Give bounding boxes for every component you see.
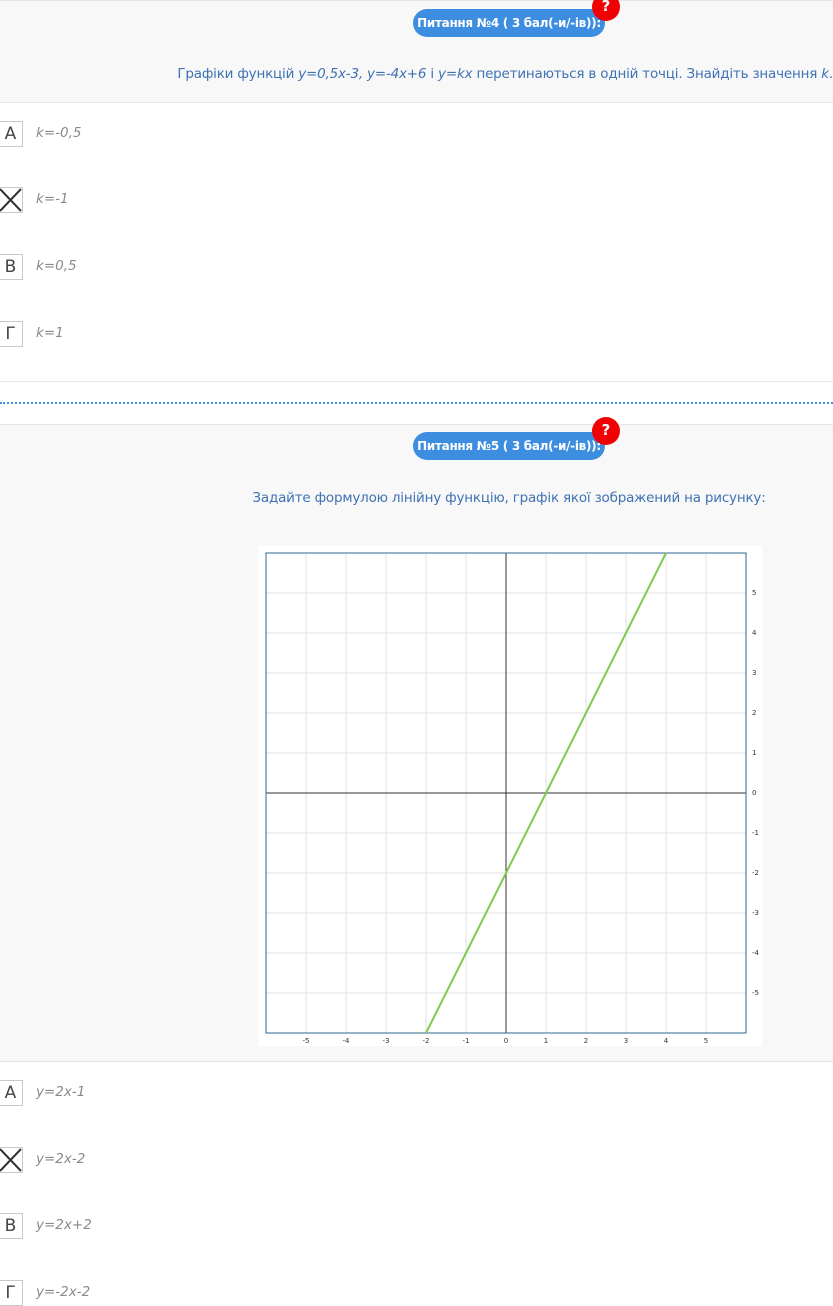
y-tick-label: -2: [752, 869, 759, 877]
x-tick-label: -2: [423, 1037, 430, 1045]
option[interactable]: y=2x-2: [0, 1147, 300, 1173]
y-tick-label: -1: [752, 829, 759, 837]
x-tick-label: -4: [343, 1037, 351, 1045]
y-tick-label: 3: [752, 669, 756, 677]
option-letter[interactable]: Г: [0, 1280, 23, 1306]
question-header: Питання №4 ( 3 бал(-и/-ів)): ? Графіки ф…: [0, 0, 833, 103]
y-tick-label: 4: [752, 629, 757, 637]
graph: -5 -4 -3 -2 -1 0 1 2 3 4 5 -5 -4 -3 -2 -1 0 1 2 3 4 5: [265, 552, 760, 1045]
option-text: y=2x-1: [36, 1084, 86, 1100]
y-tick-label: -5: [752, 989, 759, 997]
option-text: k=-0,5: [36, 125, 82, 141]
option-text: y=-2x-2: [36, 1284, 91, 1300]
checkbox-selected[interactable]: [0, 1147, 23, 1173]
y-tick-label: -3: [752, 909, 759, 917]
x-tick-label: -1: [463, 1037, 470, 1045]
y-tick-label: 0: [752, 789, 756, 797]
option-text: k=0,5: [36, 258, 77, 274]
question-badge: Питання №5 ( 3 бал(-и/-ів)):: [413, 432, 605, 460]
option-letter[interactable]: В: [0, 254, 23, 280]
option-letter[interactable]: В: [0, 1213, 23, 1239]
option-text: k=1: [36, 325, 64, 341]
text: Графіки функцій: [177, 66, 299, 82]
x-tick-label: 0: [504, 1037, 508, 1045]
cross-icon: [0, 188, 22, 212]
cross-icon: [0, 1148, 22, 1172]
graph-figure: -5 -4 -3 -2 -1 0 1 2 3 4 5 -5 -4 -3 -2 -1 0 1 2 3 4 5: [258, 546, 762, 1046]
x-tick-label: 1: [544, 1037, 548, 1045]
x-tick-label: 4: [664, 1037, 669, 1045]
text: перетинаються в одній точці. Знайдіть зн…: [472, 66, 822, 82]
separator: [0, 381, 833, 382]
question-text: Графіки функцій y=0,5x-3, y=-4x+6 і y=kx…: [177, 66, 833, 82]
option-text: y=2x+2: [36, 1217, 92, 1233]
text: і: [426, 66, 439, 82]
plot-border: [265, 552, 747, 1034]
function-line: [425, 552, 667, 1034]
question-text: Задайте формулою лінійну функцію, графік…: [0, 490, 833, 506]
y-tick-label: -4: [752, 949, 760, 957]
option-letter[interactable]: А: [0, 1080, 23, 1106]
option-letter[interactable]: Г: [0, 321, 23, 347]
help-button[interactable]: ?: [592, 0, 620, 21]
option-letter[interactable]: А: [0, 121, 23, 147]
divider: [0, 402, 833, 404]
x-tick-label: 2: [584, 1037, 588, 1045]
formula: y=0,5x-3, y=-4x+6: [298, 66, 427, 82]
x-tick-label: -3: [383, 1037, 390, 1045]
formula: k: [821, 66, 829, 82]
question-badge: Питання №4 ( 3 бал(-и/-ів)):: [413, 9, 605, 37]
help-button[interactable]: ?: [592, 417, 620, 445]
x-tick-label: 5: [704, 1037, 708, 1045]
option-text: k=-1: [36, 191, 69, 207]
text: .: [828, 66, 833, 82]
x-tick-label: 3: [624, 1037, 628, 1045]
text: Задайте формулою лінійну функцію, графік…: [252, 490, 766, 506]
formula: y=kx: [438, 66, 473, 82]
option-text: y=2x-2: [36, 1151, 86, 1167]
y-tick-label: 5: [752, 589, 756, 597]
y-tick-label: 2: [752, 709, 756, 717]
y-tick-label: 1: [752, 749, 756, 757]
x-tick-label: -5: [303, 1037, 310, 1045]
option[interactable]: k=-1: [0, 187, 300, 213]
checkbox-selected[interactable]: [0, 187, 23, 213]
